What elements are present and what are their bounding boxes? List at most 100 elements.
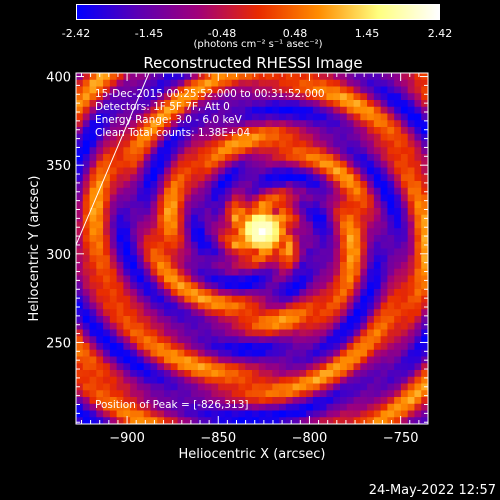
heatmap-cell (245, 106, 253, 114)
heatmap-cell (353, 160, 361, 168)
heatmap-cell (272, 417, 280, 425)
heatmap-cell (123, 106, 131, 114)
heatmap-cell (184, 363, 192, 371)
heatmap-cell (373, 316, 382, 324)
heatmap-cell (116, 194, 124, 202)
heatmap-cell (292, 390, 300, 398)
heatmap-cell (143, 282, 151, 290)
heatmap-cell (367, 221, 375, 229)
heatmap-cell (204, 302, 212, 310)
heatmap-cell (211, 154, 219, 162)
heatmap-cell (367, 241, 375, 249)
heatmap-cell (319, 329, 327, 337)
heatmap-cell (252, 336, 260, 344)
heatmap-cell (184, 147, 192, 155)
heatmap-cell (279, 160, 287, 168)
heatmap-cell (218, 73, 226, 81)
heatmap-cell (164, 194, 172, 202)
heatmap-cell (197, 343, 206, 351)
x-tick-label: −900 (109, 431, 145, 446)
heatmap-cell (407, 86, 415, 94)
heatmap-cell (177, 201, 185, 209)
heatmap-cell (326, 268, 334, 276)
heatmap-cell (76, 113, 84, 121)
heatmap-cell (116, 268, 124, 276)
heatmap-cell (96, 113, 104, 121)
heatmap-cell (414, 363, 422, 371)
heatmap-cell (197, 248, 206, 256)
heatmap-cell (130, 343, 138, 351)
heatmap-cell (224, 370, 233, 378)
heatmap-cell (143, 167, 151, 175)
heatmap-cell (89, 316, 97, 324)
heatmap-cell (103, 282, 111, 290)
heatmap-cell (265, 329, 273, 337)
heatmap-cell (197, 194, 206, 202)
heatmap-cell (373, 167, 382, 175)
heatmap-cell (407, 174, 415, 182)
heatmap-cell (150, 181, 158, 189)
heatmap-cell (238, 289, 246, 297)
heatmap-cell (346, 336, 354, 344)
heatmap-cell (231, 154, 239, 162)
heatmap-cell (224, 255, 233, 263)
heatmap-cell (258, 282, 266, 290)
heatmap-cell (96, 133, 104, 141)
heatmap-cell (292, 194, 300, 202)
heatmap-cell (380, 201, 388, 209)
heatmap-cell (211, 295, 219, 303)
heatmap-cell (285, 167, 294, 175)
heatmap-cell (143, 370, 151, 378)
heatmap-cell (197, 208, 206, 216)
heatmap-cell (136, 295, 145, 303)
heatmap-cell (400, 302, 409, 310)
heatmap-cell (319, 268, 327, 276)
heatmap-cell (96, 140, 104, 148)
heatmap-cell (218, 221, 226, 229)
heatmap-cell (150, 390, 158, 398)
heatmap-cell (76, 289, 84, 297)
heatmap-cell (76, 235, 84, 243)
heatmap-cell (292, 154, 300, 162)
heatmap-cell (258, 160, 266, 168)
heatmap-cell (407, 248, 415, 256)
heatmap-cell (89, 140, 97, 148)
heatmap-cell (394, 356, 402, 364)
heatmap-cell (312, 410, 321, 418)
heatmap-cell (143, 241, 151, 249)
heatmap-cell (123, 160, 131, 168)
heatmap-cell (89, 370, 97, 378)
heatmap-cell (211, 127, 219, 135)
heatmap-cell (89, 174, 97, 182)
heatmap-cell (400, 113, 409, 121)
heatmap-cell (82, 201, 90, 209)
heatmap-cell (123, 255, 131, 263)
heatmap-cell (164, 322, 172, 330)
heatmap-cell (400, 147, 409, 155)
heatmap-cell (319, 349, 327, 357)
heatmap-cell (360, 275, 368, 283)
heatmap-cell (312, 255, 321, 263)
heatmap-cell (130, 370, 138, 378)
heatmap-cell (238, 241, 246, 249)
heatmap-cell (224, 140, 233, 148)
heatmap-cell (157, 73, 165, 81)
heatmap-cell (367, 275, 375, 283)
heatmap-cell (224, 208, 233, 216)
heatmap-cell (394, 86, 402, 94)
heatmap-cell (82, 154, 90, 162)
heatmap-cell (380, 106, 388, 114)
heatmap-cell (407, 221, 415, 229)
heatmap-cell (197, 282, 206, 290)
heatmap-cell (177, 174, 185, 182)
heatmap-cell (177, 282, 185, 290)
heatmap-cell (103, 140, 111, 148)
heatmap-cell (231, 86, 239, 94)
heatmap-cell (380, 370, 388, 378)
heatmap-cell (197, 133, 206, 141)
heatmap-cell (89, 295, 97, 303)
heatmap-cell (299, 309, 307, 317)
heatmap-cell (387, 194, 395, 202)
annotation-line: Clean Total counts: 1.38E+04 (95, 127, 250, 139)
heatmap-cell (143, 248, 151, 256)
